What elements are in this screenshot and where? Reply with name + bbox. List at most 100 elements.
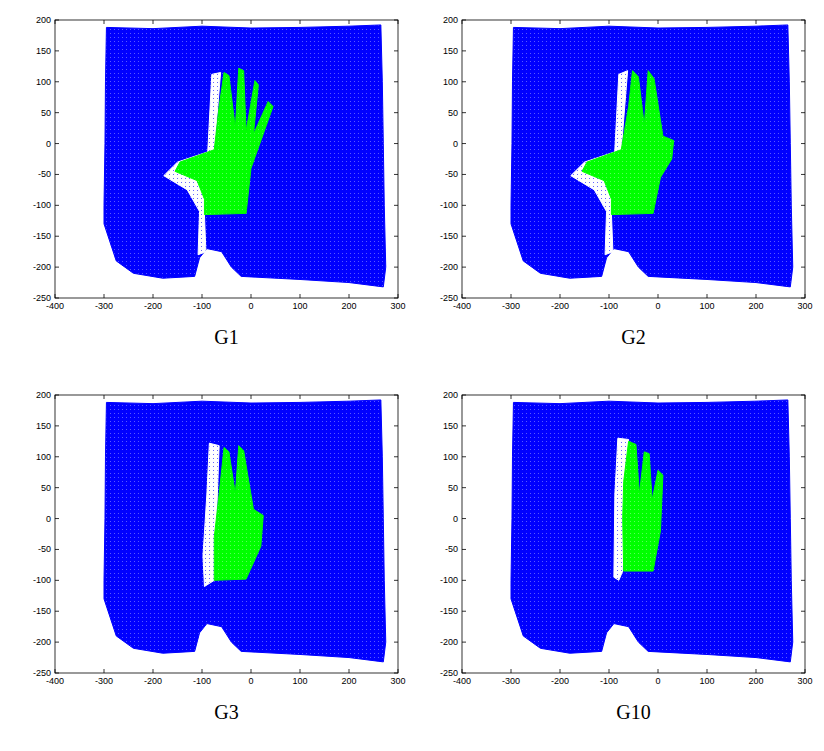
x-tick (153, 20, 154, 24)
point-cloud (104, 25, 386, 287)
y-tick (55, 580, 59, 581)
y-tick (394, 112, 398, 113)
y-tick-label: -200 (33, 637, 51, 647)
y-tick-label: 50 (41, 108, 51, 118)
point-cloud (104, 400, 386, 662)
y-tick-label: 200 (36, 390, 51, 400)
y-tick (55, 20, 59, 21)
plot-area (104, 25, 386, 287)
point-cloud (511, 400, 793, 662)
y-tick-label: -50 (38, 169, 51, 179)
x-tick (104, 20, 105, 24)
y-tick-label: -200 (440, 637, 458, 647)
x-tick (658, 294, 659, 298)
x-tick-label: 200 (341, 301, 356, 311)
x-tick-label: -200 (144, 301, 162, 311)
y-tick-label: -150 (440, 231, 458, 241)
y-tick (55, 611, 59, 612)
y-tick (55, 112, 59, 113)
y-tick-label: 100 (443, 452, 458, 462)
y-tick-label: 50 (448, 483, 458, 493)
y-tick (462, 112, 466, 113)
y-tick-label: -250 (33, 293, 51, 303)
panel-title: G10 (616, 701, 650, 723)
point-cloud (582, 71, 674, 215)
y-tick (394, 487, 398, 488)
y-tick (801, 267, 805, 268)
x-tick (756, 20, 757, 24)
y-tick-label: -50 (445, 169, 458, 179)
x-tick (511, 669, 512, 673)
plot-area (104, 400, 386, 662)
panel-title: G2 (621, 326, 645, 348)
x-tick (153, 669, 154, 673)
y-tick (394, 50, 398, 51)
y-tick (394, 20, 398, 21)
x-tick (756, 669, 757, 673)
y-tick-label: -200 (440, 262, 458, 272)
y-tick (462, 642, 466, 643)
y-tick-label: -250 (440, 668, 458, 678)
x-tick (560, 20, 561, 24)
x-tick (609, 395, 610, 399)
x-tick (707, 20, 708, 24)
y-tick-label: 100 (443, 77, 458, 87)
x-tick-label: 200 (748, 676, 763, 686)
x-tick (511, 294, 512, 298)
y-tick (394, 205, 398, 206)
y-tick (462, 143, 466, 144)
y-tick (394, 81, 398, 82)
y-tick-label: 150 (443, 46, 458, 56)
x-tick (756, 294, 757, 298)
x-tick-label: 300 (390, 301, 405, 311)
panel: -400-300-200-1000100200300-250-200-150-1… (440, 390, 813, 723)
y-tick (394, 236, 398, 237)
y-tick (462, 487, 466, 488)
y-tick-label: 200 (443, 15, 458, 25)
x-tick (658, 395, 659, 399)
x-tick (104, 294, 105, 298)
x-tick-label: 300 (797, 676, 812, 686)
y-tick (462, 611, 466, 612)
x-tick (658, 20, 659, 24)
x-tick (707, 395, 708, 399)
y-tick (801, 20, 805, 21)
x-tick (251, 294, 252, 298)
y-tick (801, 518, 805, 519)
y-tick-label: -50 (445, 544, 458, 554)
axes-frame (462, 395, 805, 673)
y-tick (801, 425, 805, 426)
y-tick (801, 642, 805, 643)
y-tick (801, 673, 805, 674)
y-tick (394, 395, 398, 396)
y-tick (462, 50, 466, 51)
x-tick (511, 20, 512, 24)
y-tick-label: -100 (440, 200, 458, 210)
x-tick (349, 20, 350, 24)
x-tick (251, 395, 252, 399)
x-tick (805, 669, 806, 673)
x-tick-label: -200 (551, 676, 569, 686)
y-tick-label: 50 (448, 108, 458, 118)
y-tick-label: 150 (36, 46, 51, 56)
y-tick-label: 0 (453, 139, 458, 149)
x-tick (55, 20, 56, 24)
x-tick-label: -100 (600, 676, 618, 686)
y-tick (462, 236, 466, 237)
x-tick (202, 395, 203, 399)
y-tick-label: -200 (33, 262, 51, 272)
y-tick (462, 267, 466, 268)
y-tick (55, 50, 59, 51)
y-tick (394, 174, 398, 175)
x-tick-label: 0 (248, 301, 253, 311)
axes-frame (55, 395, 398, 673)
y-tick (801, 50, 805, 51)
x-tick (609, 294, 610, 298)
panel: -400-300-200-1000100200300-250-200-150-1… (33, 390, 406, 723)
x-tick (153, 294, 154, 298)
x-tick (55, 395, 56, 399)
y-tick (394, 518, 398, 519)
x-tick-label: 100 (699, 676, 714, 686)
y-tick (462, 425, 466, 426)
x-tick (658, 669, 659, 673)
